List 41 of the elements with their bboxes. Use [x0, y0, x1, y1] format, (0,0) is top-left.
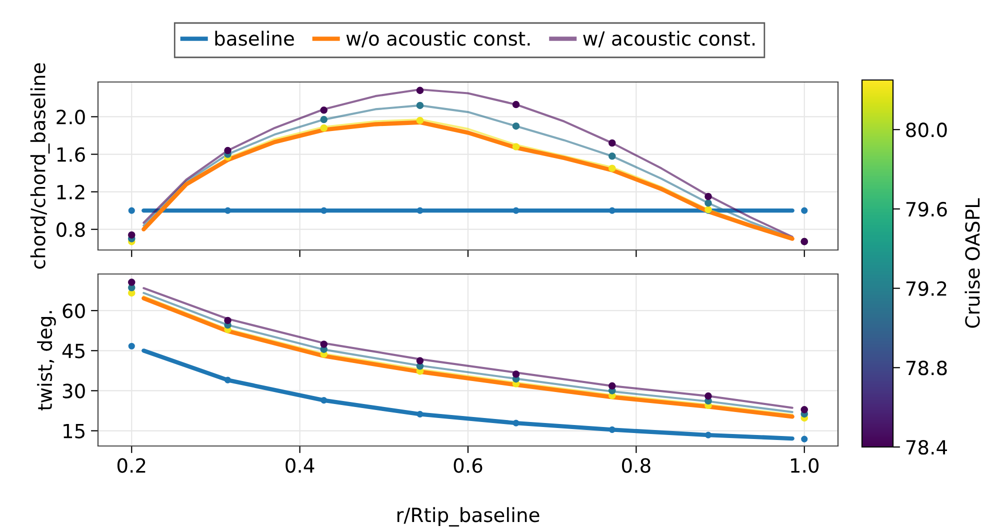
point	[416, 410, 424, 418]
point	[512, 207, 520, 214]
legend-label: baseline	[215, 30, 294, 46]
y-tick-label: 15	[64, 424, 84, 438]
point	[224, 207, 232, 214]
point	[608, 426, 616, 433]
y-tick-label: 30	[62, 384, 85, 398]
point	[512, 420, 520, 426]
point	[128, 342, 135, 350]
y-tick-label: 0.8	[56, 222, 85, 238]
y-tick-label: 60	[62, 304, 85, 318]
point	[320, 397, 328, 404]
y-tick-label: 1.2	[57, 184, 84, 200]
y-axis-title: chord/chord_baseline	[30, 63, 50, 269]
x-tick-label: 0.8	[622, 458, 650, 473]
point	[320, 207, 328, 214]
y-tick-label: 45	[62, 344, 84, 358]
y-tick-label: 2.0	[56, 110, 85, 124]
x-axis-title: r/Rtip_baseline	[397, 507, 540, 527]
color-bar-label: 78.8	[906, 360, 947, 376]
line-series	[142, 348, 794, 441]
legend-label: w/o acoustic const.	[346, 30, 530, 48]
point	[128, 207, 135, 214]
color-bar-label: 79.2	[906, 281, 946, 296]
x-tick-label: 0.2	[117, 458, 146, 473]
x-tick-label: 1.0	[791, 458, 819, 473]
color-bar-title: Cruise OASPL	[964, 198, 980, 328]
color-bar-label: 78.4	[906, 440, 948, 455]
point	[801, 207, 808, 214]
legend-label: w/ acoustic const.	[583, 30, 755, 48]
color-bar-label: 80.0	[906, 122, 947, 138]
point	[704, 432, 712, 438]
point	[608, 207, 616, 214]
point	[416, 207, 424, 214]
x-tick-label: 0.4	[286, 458, 314, 473]
x-tick-label: 0.6	[454, 458, 482, 473]
y-tick-label: 1.6	[57, 147, 85, 162]
point	[224, 376, 232, 384]
color-bar-label: 79.6	[906, 202, 947, 217]
y-axis-title: twist, deg.	[37, 311, 56, 410]
point	[801, 436, 808, 442]
